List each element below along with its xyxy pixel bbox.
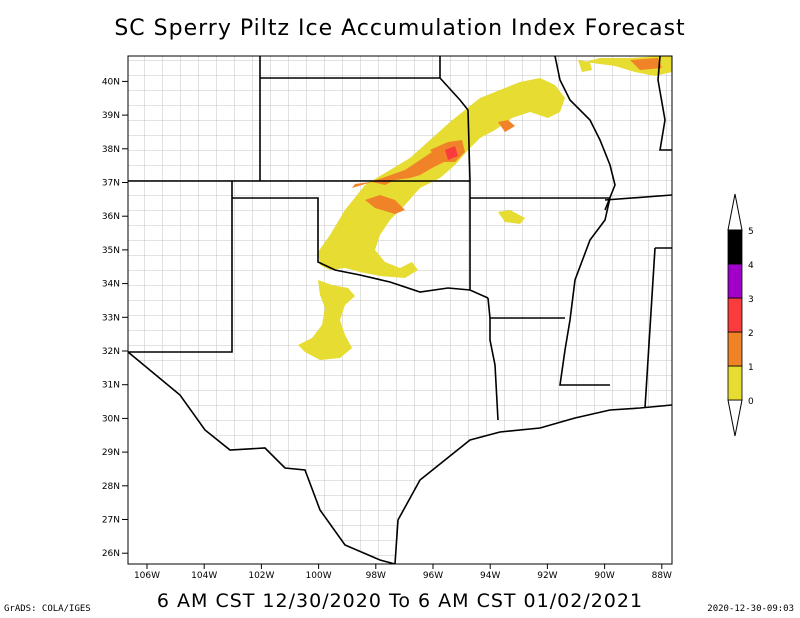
lat-tick-label: 35N	[102, 246, 120, 256]
colorbar-label: 4	[748, 261, 754, 271]
ice-level1-region-ne	[630, 58, 662, 70]
lat-tick-label: 36N	[102, 212, 120, 222]
lon-tick-label: 100W	[306, 571, 332, 581]
longitude-axis: 106W 104W 102W 100W 98W 96W 94W 92W 90W 88W	[134, 564, 672, 581]
map-title: SC Sperry Piltz Ice Accumulation Index F…	[114, 16, 686, 41]
lat-tick-label: 34N	[102, 280, 120, 290]
ice-level0-region-il	[578, 60, 592, 72]
colorbar-label: 3	[748, 295, 754, 305]
lat-tick-label: 31N	[102, 381, 120, 391]
ice-accumulation-fields	[298, 56, 672, 360]
lat-tick-label: 38N	[102, 145, 120, 155]
ice-level2-region	[445, 146, 458, 160]
lon-tick-label: 104W	[191, 571, 217, 581]
colorbar-swatch	[727, 263, 743, 299]
colorbar-swatch	[727, 365, 743, 401]
colorbar-swatch	[727, 331, 743, 367]
lon-tick-label: 102W	[248, 571, 274, 581]
latitude-axis: 40N 39N 38N 37N 36N 35N 34N 33N 32N 31N 30N 29N 28N 2…	[102, 77, 128, 559]
ice-level1-region-mo	[498, 120, 515, 132]
lat-tick-label: 30N	[102, 414, 120, 424]
lat-tick-label: 40N	[102, 77, 120, 87]
software-credit: GrADS: COLA/IGES	[4, 604, 91, 614]
colorbar-label: 0	[748, 397, 754, 407]
lon-tick-label: 94W	[480, 571, 500, 581]
lat-tick-label: 32N	[102, 347, 120, 357]
colorbar-high-arrow	[727, 193, 743, 231]
colorbar-swatch	[727, 229, 743, 265]
colorbar-swatch	[727, 297, 743, 333]
lon-tick-label: 98W	[366, 571, 386, 581]
lon-tick-label: 88W	[652, 571, 672, 581]
state-boundaries	[128, 56, 672, 564]
lon-tick-label: 90W	[594, 571, 614, 581]
colorbar-low-arrow	[727, 399, 743, 437]
gulf-and-mexico	[128, 352, 395, 564]
ice-level0-region-west-tx	[298, 280, 355, 360]
issue-timestamp: 2020-12-30-09:03	[707, 604, 794, 614]
lon-tick-label: 96W	[423, 571, 443, 581]
colorbar-label: 1	[748, 363, 754, 373]
colorbar-legend: 0 1 2 3 4 5	[727, 193, 754, 437]
lat-tick-label: 28N	[102, 482, 120, 492]
plot-frame	[127, 55, 673, 565]
colorbar-label: 5	[748, 227, 754, 237]
lat-tick-label: 27N	[102, 516, 120, 526]
lat-tick-label: 29N	[102, 448, 120, 458]
lat-tick-label: 39N	[102, 111, 120, 121]
lon-tick-label: 92W	[537, 571, 557, 581]
ice-level1-region-ok	[352, 148, 455, 214]
lat-tick-label: 26N	[102, 549, 120, 559]
lat-tick-label: 37N	[102, 179, 120, 189]
ice-level0-region-main	[318, 78, 565, 278]
lon-tick-label: 106W	[134, 571, 160, 581]
ice-level0-region-ar	[498, 210, 525, 224]
lat-tick-label: 33N	[102, 313, 120, 323]
valid-period: 6 AM CST 12/30/2020 To 6 AM CST 01/02/20…	[156, 590, 644, 612]
colorbar-label: 2	[748, 329, 754, 339]
